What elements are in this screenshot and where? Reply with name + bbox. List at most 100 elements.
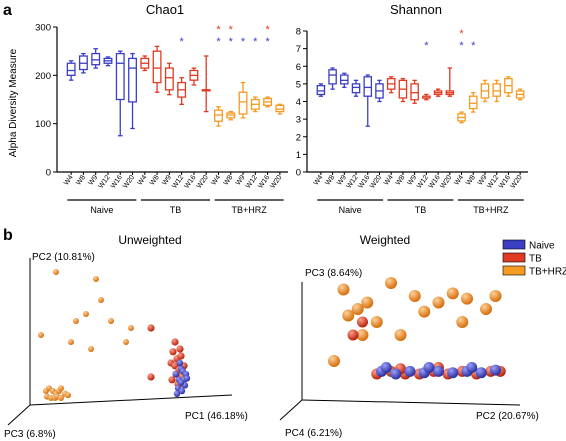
- box-naive: [91, 48, 101, 69]
- point-tb: [147, 373, 155, 381]
- box-tb: [386, 76, 396, 94]
- group-label: Naive: [90, 205, 113, 215]
- box-body: [164, 67, 174, 91]
- point-tbhrz: [385, 277, 397, 289]
- box-body: [66, 62, 76, 76]
- point-naive: [178, 387, 186, 395]
- x-tick-label: W16: [257, 174, 271, 190]
- weighted-pc4-axis-label: PC4 (6.21%): [285, 428, 342, 439]
- box-tbhrz: [457, 111, 466, 124]
- point-tb: [169, 348, 177, 356]
- box-naive: [128, 52, 137, 130]
- box-tbhrz: [492, 79, 501, 103]
- box-naive: [328, 67, 337, 90]
- point-tbhrz: [456, 316, 469, 328]
- point-tbhrz: [83, 311, 89, 317]
- point-tbhrz: [461, 292, 473, 305]
- point-tbhrz: [73, 318, 79, 324]
- weighted-title: Weighted: [360, 233, 410, 247]
- point-naive: [433, 365, 444, 377]
- point-tbhrz: [53, 269, 59, 275]
- significance-star: *: [229, 36, 234, 48]
- point-tb: [357, 316, 368, 328]
- x-tick-label: W20: [369, 174, 383, 190]
- significance-star: *: [216, 36, 221, 48]
- point-tbhrz: [123, 339, 129, 345]
- point-tb: [168, 376, 176, 384]
- pc2-axis-line: [301, 399, 521, 406]
- x-tick-label: W20: [122, 174, 136, 190]
- point-naive: [173, 390, 181, 397]
- point-tbhrz: [394, 329, 407, 341]
- group-label: TB: [415, 205, 427, 215]
- pc4-axis-line: [279, 399, 303, 421]
- point-naive: [177, 379, 185, 386]
- box-naive: [351, 79, 361, 97]
- y-tick-label: 0: [46, 168, 51, 179]
- box-tbhrz: [263, 96, 273, 108]
- point-tbhrz: [408, 290, 421, 302]
- significance-star: *: [424, 40, 429, 52]
- x-tick-label: W20: [510, 174, 524, 190]
- x-tick-label: W8: [149, 174, 161, 187]
- legend-label-tbhrz: TB+HRZ: [529, 267, 566, 278]
- box-body: [340, 74, 349, 85]
- point-tbhrz: [93, 276, 99, 282]
- x-tick-label: W8: [75, 174, 87, 187]
- box-tb: [398, 77, 408, 103]
- unweighted-pcoa-plot: Unweighted PC2 (10.81%) PC1 (46.18%) PC3…: [4, 233, 248, 440]
- box-tb: [201, 55, 211, 113]
- x-tick-label: W12: [416, 174, 430, 190]
- significance-star: *: [179, 36, 184, 48]
- box-tbhrz: [214, 106, 223, 127]
- unweighted-pc1-axis-label: PC1 (46.18%): [185, 411, 248, 422]
- x-tick-label: W9: [477, 174, 489, 187]
- unweighted-pc2-axis-label: PC2 (10.81%): [32, 252, 95, 263]
- y-tick-label: 2: [296, 132, 301, 143]
- x-tick-label: W4: [210, 174, 222, 187]
- box-naive: [78, 52, 88, 74]
- box-naive: [340, 72, 349, 89]
- point-tbhrz: [351, 303, 364, 315]
- x-tick-label: W16: [357, 174, 371, 190]
- point-tbhrz: [58, 385, 64, 392]
- chao1-boxplot: Chao1 Alpha Diversity Measure 0 100 200 300…: [8, 2, 288, 215]
- group-label: TB+HRZ: [473, 205, 509, 215]
- pc1-axis-line: [29, 394, 233, 406]
- legend-swatch-tbhrz: [502, 265, 526, 276]
- box-tbhrz: [275, 103, 285, 115]
- box-body: [238, 91, 248, 115]
- x-tick-label: W12: [245, 174, 259, 190]
- y-tick-label: 8: [296, 27, 301, 38]
- shannon-title: Shannon: [390, 2, 442, 17]
- box-tbhrz: [504, 76, 513, 97]
- x-tick-label: W9: [235, 174, 247, 187]
- x-tick-label: W16: [184, 174, 198, 190]
- significance-star: *: [471, 40, 476, 52]
- panel-label-a: a: [3, 2, 12, 19]
- legend-swatch-naive: [502, 239, 526, 250]
- point-tb: [177, 352, 185, 360]
- x-tick-label: W8: [223, 174, 235, 187]
- box-body: [328, 69, 337, 85]
- y-tick-label: 5: [296, 79, 301, 90]
- significance-star: *: [265, 36, 270, 48]
- weighted-pcoa-plot: Weighted PC3 (8.64%) PC2 (20.67%) PC4 (6…: [279, 233, 539, 439]
- x-tick-label: W4: [313, 174, 325, 187]
- box-tb: [445, 67, 455, 97]
- box-tb: [422, 93, 431, 101]
- box-naive: [375, 79, 384, 103]
- box-tb: [140, 55, 150, 72]
- point-naive: [423, 362, 435, 373]
- point-naive: [172, 371, 180, 378]
- box-tbhrz: [468, 92, 478, 113]
- pc3-axis-line: [7, 404, 31, 426]
- box-naive: [66, 60, 76, 81]
- x-tick-label: W16: [428, 174, 442, 190]
- point-naive: [490, 364, 501, 376]
- box-tb: [177, 77, 187, 105]
- box-body: [275, 104, 285, 113]
- point-tbhrz: [361, 296, 374, 309]
- x-tick-label: W9: [88, 174, 100, 187]
- box-tbhrz: [238, 81, 248, 119]
